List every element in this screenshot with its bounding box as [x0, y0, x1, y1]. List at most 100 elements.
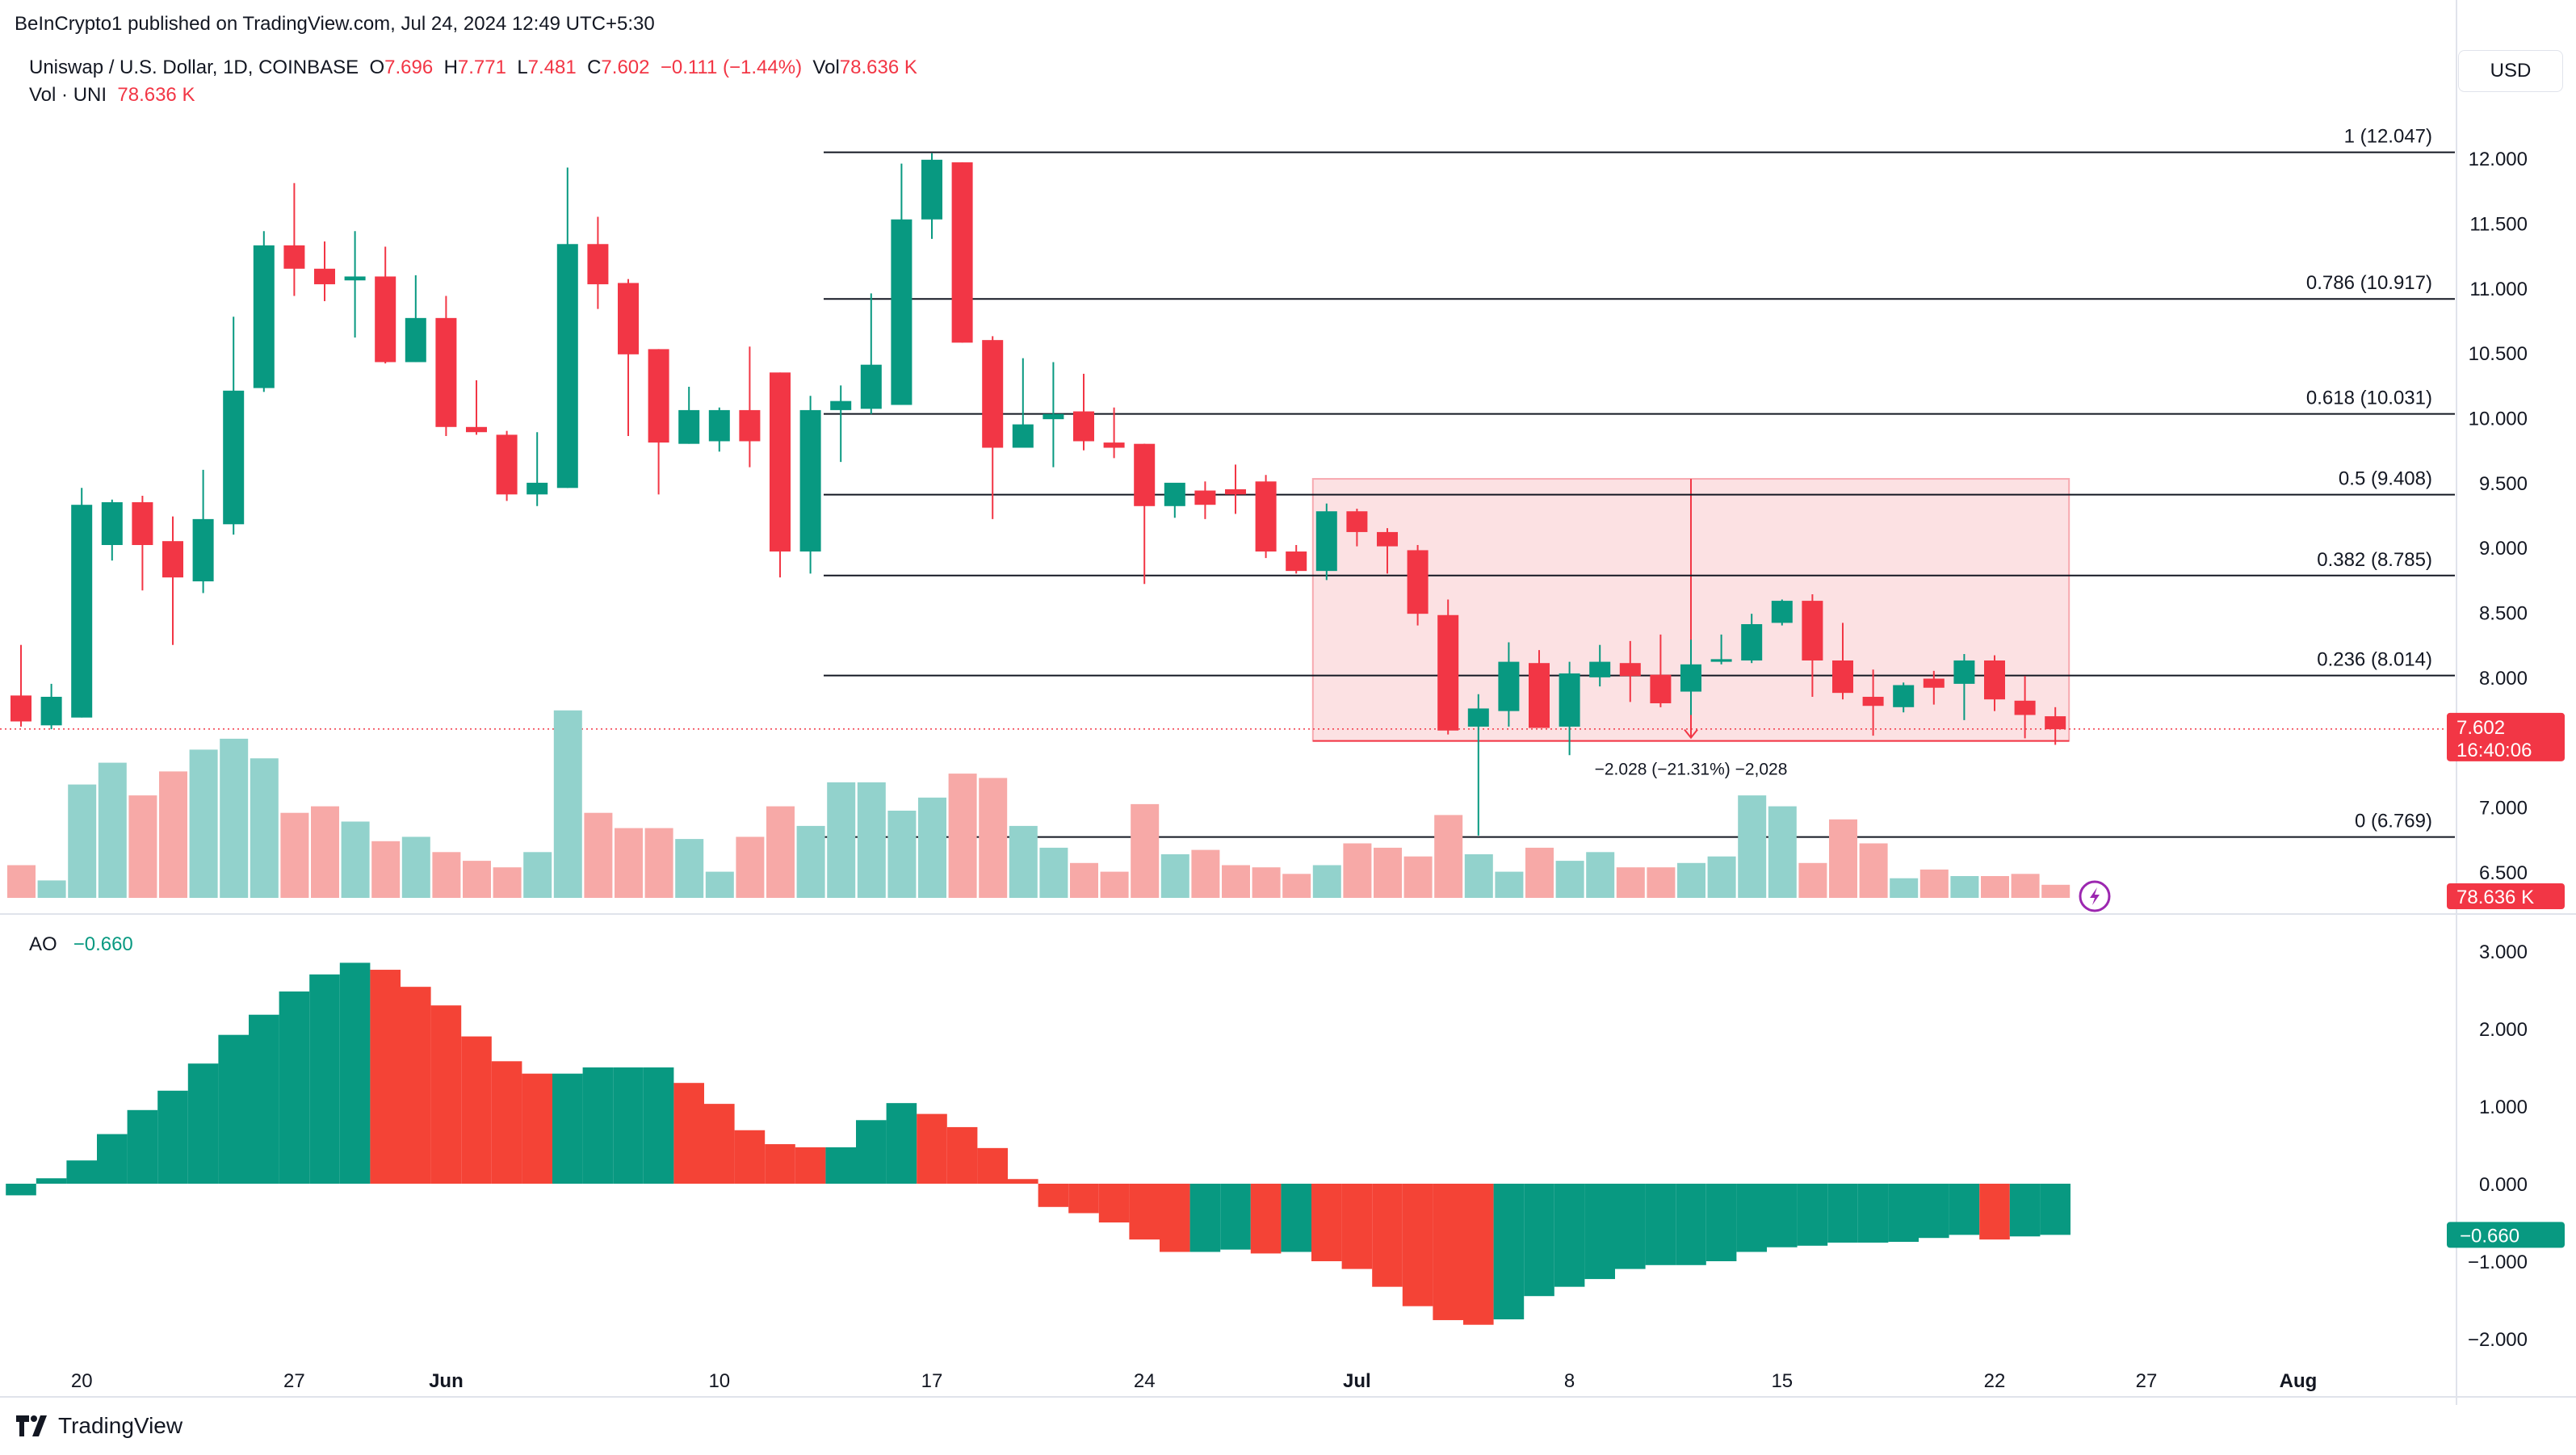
candle-body[interactable] [1529, 663, 1550, 728]
candle-body[interactable] [1559, 673, 1580, 727]
volume-bar [68, 784, 97, 898]
candle-body[interactable] [253, 245, 275, 388]
candle-body[interactable] [1073, 411, 1094, 442]
candle-body[interactable] [739, 409, 761, 442]
candle-body[interactable] [40, 696, 62, 726]
candle-body[interactable] [314, 268, 335, 285]
candle-body[interactable] [1194, 490, 1216, 505]
volume-bar [1343, 843, 1372, 898]
candle-body[interactable] [223, 390, 245, 525]
ao-bar [1705, 1184, 1737, 1261]
volume-bar [766, 806, 795, 898]
candle-body[interactable] [435, 317, 457, 427]
candle-body[interactable] [830, 400, 852, 410]
symbol-title[interactable]: Uniswap / U.S. Dollar, 1D, COINBASE [29, 57, 359, 78]
candle-body[interactable] [678, 409, 700, 444]
currency-button[interactable]: USD [2458, 50, 2563, 92]
time-axis-label: 27 [2136, 1370, 2158, 1392]
ao-bar [1888, 1184, 1919, 1242]
candle-body[interactable] [1619, 663, 1641, 677]
candle-body[interactable] [1225, 488, 1246, 495]
candle-body[interactable] [1043, 413, 1064, 420]
candle-body[interactable] [10, 695, 31, 722]
ao-bar [1341, 1184, 1373, 1269]
last-price-badge[interactable] [2447, 712, 2565, 761]
ao-bar [157, 1090, 188, 1184]
candle-body[interactable] [1437, 614, 1459, 731]
ao-bar [643, 1067, 674, 1184]
candle-body[interactable] [648, 349, 669, 443]
volume-bar [979, 778, 1008, 898]
candle-body[interactable] [1741, 624, 1763, 660]
candle-body[interactable] [1407, 550, 1429, 614]
candle-body[interactable] [1680, 664, 1701, 692]
candle-body[interactable] [1923, 678, 1945, 688]
candle-body[interactable] [982, 340, 1004, 448]
fib-level-label: 0.618 (10.031) [2306, 388, 2432, 409]
candle-body[interactable] [496, 434, 518, 495]
volume-bar [948, 774, 977, 898]
candle-body[interactable] [1984, 660, 2005, 700]
candle-body[interactable] [770, 372, 791, 552]
volume-bar [827, 782, 856, 898]
candle-body[interactable] [1255, 481, 1277, 552]
tradingview-logo[interactable]: TradingView [16, 1413, 183, 1439]
candle-body[interactable] [1498, 661, 1520, 711]
candle-body[interactable] [951, 162, 973, 343]
ao-label[interactable]: AO [29, 933, 57, 955]
candle-body[interactable] [101, 501, 123, 546]
candle-body[interactable] [1103, 442, 1125, 448]
candle-body[interactable] [466, 426, 487, 433]
volume-bar [1798, 862, 1827, 898]
candle-body[interactable] [1650, 674, 1672, 704]
volume-bar [1525, 847, 1554, 898]
candle-body[interactable] [1315, 511, 1337, 572]
volume-bar [220, 738, 249, 898]
candle-body[interactable] [1953, 660, 1975, 684]
candle-body[interactable] [618, 283, 639, 354]
candle-body[interactable] [587, 244, 609, 285]
candle-body[interactable] [192, 518, 214, 581]
candle-body[interactable] [283, 245, 305, 269]
candle-body[interactable] [1012, 424, 1034, 448]
volume-bar [1950, 876, 1979, 898]
candle-body[interactable] [71, 505, 93, 718]
volume-badge [2447, 883, 2565, 909]
candle-body[interactable] [1346, 511, 1368, 532]
candle-body[interactable] [1286, 551, 1307, 572]
candle-body[interactable] [162, 541, 183, 578]
candle-body[interactable] [1377, 531, 1398, 547]
candle-body[interactable] [1862, 696, 1884, 707]
candle-body[interactable] [1710, 659, 1732, 662]
candle-body[interactable] [1134, 443, 1156, 506]
volume-bar [1160, 854, 1189, 898]
candle-body[interactable] [2014, 700, 2036, 715]
candle-body[interactable] [1589, 661, 1611, 677]
candle-body[interactable] [799, 409, 821, 552]
candle-body[interactable] [1467, 708, 1489, 727]
volume-indicator-label[interactable]: Vol · UNI [29, 84, 107, 106]
candle-body[interactable] [860, 364, 882, 409]
candle-body[interactable] [708, 409, 730, 442]
candle-body[interactable] [891, 219, 913, 405]
candle-body[interactable] [921, 159, 942, 220]
candle-body[interactable] [132, 501, 153, 546]
candle-body[interactable] [405, 317, 426, 363]
candle-body[interactable] [1893, 685, 1915, 707]
ao-bar [66, 1160, 97, 1184]
candle-body[interactable] [1771, 601, 1793, 623]
candle-body[interactable] [527, 482, 548, 495]
price-axis-label: 8.000 [2479, 668, 2528, 690]
volume-bar [1312, 865, 1341, 898]
volume-bar [1919, 869, 1949, 898]
candle-body[interactable] [375, 276, 396, 363]
candle-body[interactable] [2045, 716, 2066, 730]
candle-body[interactable] [1164, 482, 1185, 506]
candle-body[interactable] [1832, 660, 1853, 694]
candle-body[interactable] [344, 276, 366, 281]
candle-body[interactable] [1802, 601, 1823, 660]
publisher-line: BeInCrypto1 published on TradingView.com… [15, 13, 655, 35]
last-price-value: 7.602 [2456, 717, 2505, 739]
candle-body[interactable] [556, 244, 578, 488]
